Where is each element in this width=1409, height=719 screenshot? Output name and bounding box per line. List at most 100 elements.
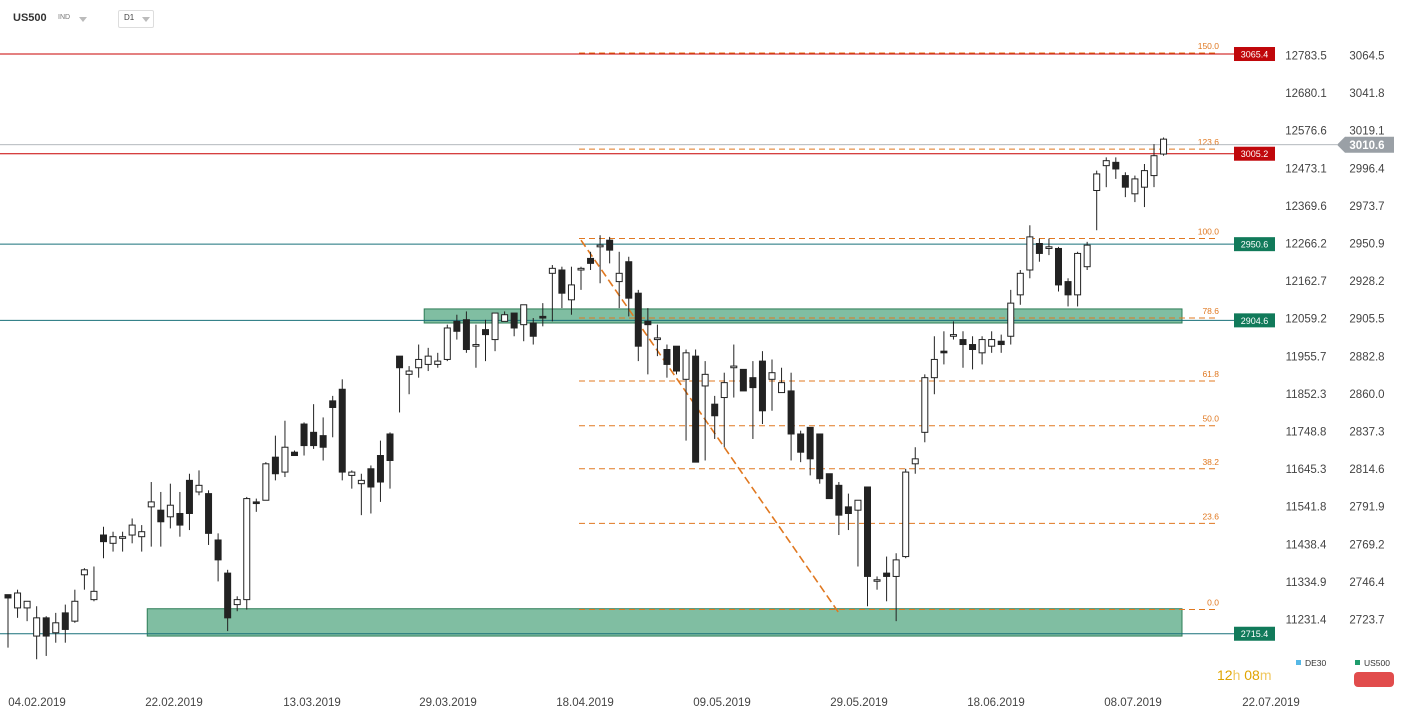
- secondary-axis-tick-label: 11955.7: [1286, 351, 1327, 363]
- candle-body: [1121, 175, 1129, 188]
- level-badge-4: [1234, 626, 1275, 641]
- candle-body: [673, 345, 680, 372]
- candle-body: [548, 267, 556, 274]
- candle-body: [233, 599, 241, 606]
- primary-axis-tick-label: 2882.8: [1349, 351, 1384, 363]
- candle-body: [864, 486, 871, 577]
- x-axis-tick-label: 22.07.2019: [1242, 697, 1300, 709]
- secondary-axis-tick-label: 11852.3: [1286, 389, 1327, 401]
- candle-body: [52, 622, 60, 634]
- level-badge-0: [1234, 47, 1275, 62]
- fib-ratio-1: 123.6: [1198, 137, 1220, 147]
- candle-body: [424, 355, 432, 365]
- secondary-axis-tick-label: 12369.6: [1285, 201, 1327, 213]
- current-price-label: 3010.6: [1349, 140, 1384, 152]
- timeframe-select[interactable]: D1: [118, 10, 154, 28]
- candle-body: [959, 339, 967, 346]
- candle-body: [310, 431, 318, 447]
- x-axis-tick-label: 22.02.2019: [145, 697, 203, 709]
- candle-body: [14, 592, 22, 609]
- candle-body: [185, 479, 193, 514]
- candle-body: [529, 322, 537, 337]
- support-zone-1: [146, 608, 1183, 637]
- fib-ratio-4: 61.8: [1202, 369, 1219, 379]
- candle-body: [873, 579, 881, 582]
- candle-body: [119, 536, 127, 539]
- candle-body: [138, 531, 146, 538]
- secondary-axis-tick-label: 11541.8: [1286, 502, 1327, 514]
- candle-body: [1026, 236, 1034, 271]
- candle-body: [386, 433, 394, 461]
- candle-body: [1016, 272, 1024, 296]
- x-axis-tick-label: 29.05.2019: [830, 697, 888, 709]
- fib-ratio-5: 50.0: [1202, 414, 1219, 424]
- candle-body: [730, 365, 738, 369]
- primary-axis-tick-label: 2723.7: [1349, 615, 1384, 627]
- x-axis-tick-label: 08.07.2019: [1104, 697, 1162, 709]
- primary-axis-tick-label: 2837.3: [1349, 427, 1384, 439]
- candle-body: [758, 360, 766, 412]
- candle-body: [147, 501, 155, 508]
- candle-body: [1112, 161, 1120, 170]
- candle-body: [1074, 252, 1082, 296]
- candle-body: [711, 403, 719, 417]
- candle-body: [491, 312, 499, 341]
- x-axis-tick-label: 18.06.2019: [967, 697, 1025, 709]
- secondary-axis-tick-label: 12783.5: [1285, 51, 1327, 63]
- fib-ratio-3: 78.6: [1202, 306, 1219, 316]
- candle-body: [682, 352, 690, 380]
- candle-body: [434, 360, 442, 365]
- candle-body: [644, 320, 652, 326]
- candle-body: [1140, 170, 1148, 188]
- candle-body: [854, 499, 862, 511]
- primary-axis-tick-label: 2996.4: [1349, 163, 1385, 175]
- candle-body: [214, 539, 222, 561]
- candle-body: [768, 372, 776, 380]
- legend-label-1: US500: [1364, 658, 1390, 668]
- candle-body: [615, 272, 623, 283]
- candle-body: [625, 261, 633, 299]
- candle-body: [109, 536, 117, 544]
- candle-body: [61, 612, 69, 630]
- level-label-1: 3005.2: [1241, 149, 1269, 159]
- primary-axis-tick-label: 2769.2: [1349, 539, 1384, 551]
- candle-body: [692, 355, 700, 463]
- candle-body: [396, 355, 404, 369]
- symbol-name[interactable]: US500: [13, 12, 47, 24]
- symbol-tag: IND: [58, 14, 71, 21]
- primary-axis-tick-label: 2791.9: [1349, 502, 1384, 514]
- candle-body: [911, 458, 919, 465]
- candle-body: [510, 312, 518, 329]
- candle-body: [1045, 246, 1053, 249]
- fib-ratio-8: 0.0: [1207, 598, 1219, 608]
- candle-body: [835, 484, 843, 516]
- candle-body: [281, 446, 289, 473]
- candle-body: [606, 239, 614, 251]
- candle-body: [997, 340, 1005, 346]
- candle-body: [1007, 302, 1015, 337]
- candle-body: [243, 498, 251, 601]
- candle-body: [653, 337, 661, 341]
- candle-body: [797, 433, 805, 453]
- secondary-axis-tick-label: 11334.9: [1286, 577, 1327, 589]
- candle-body: [577, 267, 585, 271]
- candle-body: [33, 617, 41, 637]
- candle-body: [988, 339, 996, 347]
- chevron-down-icon: [142, 17, 150, 22]
- x-axis-tick-label: 13.03.2019: [283, 697, 341, 709]
- primary-axis-tick-label: 2950.9: [1349, 239, 1384, 251]
- timeframe-value: D1: [124, 13, 135, 22]
- candle-body: [816, 433, 824, 480]
- candle-body: [634, 292, 642, 347]
- candle-body: [596, 244, 604, 248]
- legend-toggle-button[interactable]: [1354, 672, 1394, 687]
- symbol-dropdown-icon[interactable]: [79, 17, 87, 22]
- candle-body: [587, 257, 595, 264]
- x-axis-tick-label: 09.05.2019: [693, 697, 751, 709]
- candle-body: [23, 600, 31, 609]
- candle-body: [71, 600, 79, 622]
- candle-body: [501, 314, 509, 322]
- primary-axis-tick-label: 2905.5: [1349, 314, 1384, 326]
- candle-body: [720, 382, 728, 399]
